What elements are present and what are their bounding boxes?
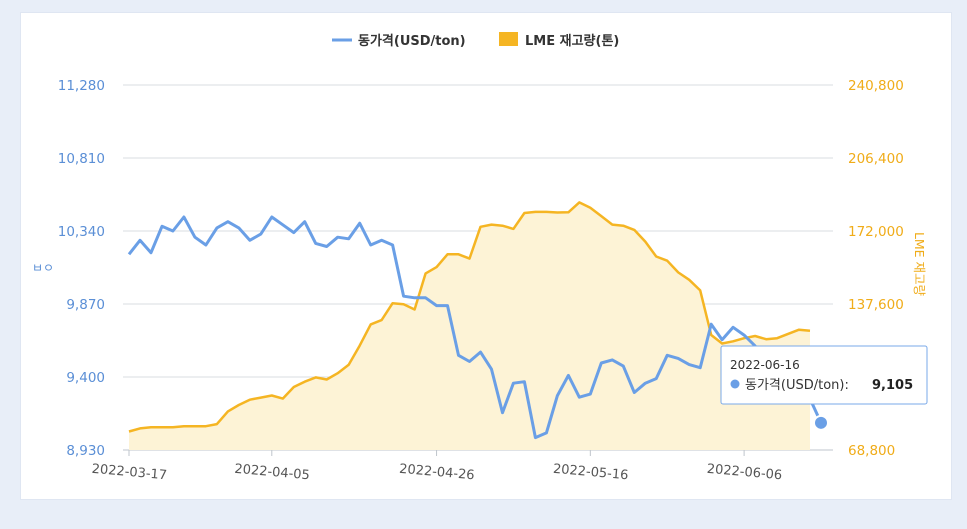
tooltip-box <box>720 345 928 405</box>
x-tick-label: 2022-06-06 <box>706 462 783 484</box>
marker-layer <box>813 414 829 431</box>
series-line-layer <box>127 201 823 440</box>
y-right-tick-label: 172,000 <box>848 224 904 240</box>
tooltip-date: 2022-06-16 <box>730 358 800 372</box>
legend-price-label: 동가격(USD/ton) <box>358 34 466 49</box>
legend-inventory-swatch <box>499 32 518 46</box>
price-series-line <box>127 215 823 440</box>
y-left-tick-label: 10,810 <box>58 151 105 167</box>
legend-inventory-label: LME 재고량(톤) <box>525 34 619 49</box>
y-right-tick-label: 68,800 <box>848 443 895 459</box>
x-tick-label: 2022-04-05 <box>234 462 311 484</box>
y-right-axis-title: LME 재고량 <box>912 232 927 297</box>
tooltip-series-dot <box>730 379 740 389</box>
y-left-tick-label: 9,870 <box>66 297 105 313</box>
y-right-tick-label: 206,400 <box>848 151 904 167</box>
y-left-tick-label: 11,280 <box>58 78 105 94</box>
inventory-series-line <box>128 201 811 433</box>
x-tick-label: 2022-03-17 <box>91 462 168 484</box>
y-left-tick-label: 8,930 <box>66 443 105 459</box>
y-right-tick-label: 137,600 <box>848 297 904 313</box>
tooltip-series-label: 동가격(USD/ton): <box>745 378 849 393</box>
tooltip-value: 9,105 <box>872 378 913 393</box>
y-right-tick-label: 240,800 <box>848 78 904 94</box>
tooltip: 2022-06-16 동가격(USD/ton): 9,105 <box>720 345 928 405</box>
y-left-tick-label: 9,400 <box>66 370 105 386</box>
x-tick-label: 2022-04-26 <box>399 462 476 484</box>
y-left-axis-title: ㅂㅇ <box>32 261 54 275</box>
legend-item-inventory[interactable]: LME 재고량(톤) <box>499 32 619 49</box>
x-tick-label: 2022-05-16 <box>552 462 629 484</box>
legend-item-price[interactable]: 동가격(USD/ton) <box>332 34 466 49</box>
legend: 동가격(USD/ton) LME 재고량(톤) <box>332 32 619 49</box>
y-left-tick-label: 10,340 <box>58 224 105 240</box>
hover-point-marker <box>813 414 829 431</box>
